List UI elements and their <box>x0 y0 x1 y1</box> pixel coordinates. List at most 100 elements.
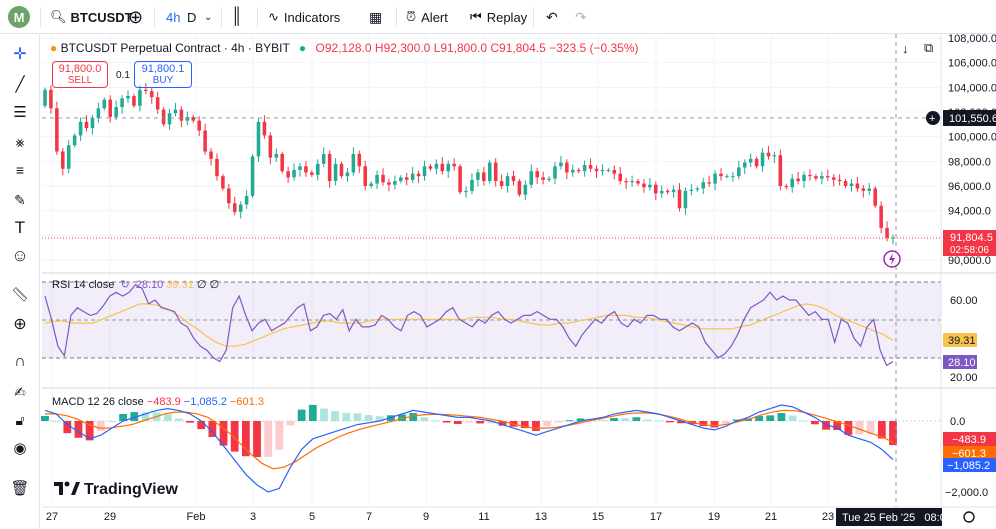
candle-body <box>422 166 427 177</box>
countdown-label: 02:58:06 <box>950 245 989 256</box>
macd-histogram-bar <box>543 421 552 427</box>
interval-dropdown-icon[interactable]: ⌄ <box>204 11 213 23</box>
candle-body <box>72 135 77 146</box>
candle-body <box>855 183 860 189</box>
sell-button[interactable]: 91,800.0 SELL <box>52 61 108 88</box>
candle-body <box>879 205 883 228</box>
candle-body <box>891 237 895 239</box>
candle-body <box>351 153 356 173</box>
candle-body <box>825 176 830 178</box>
fib-tool-icon[interactable]: ☰ <box>13 104 27 121</box>
candle-body <box>114 107 118 117</box>
rsi-v1: 28.10 <box>135 279 164 291</box>
maximize-icon[interactable]: ⧉ <box>924 40 934 55</box>
candle-body <box>618 173 622 182</box>
candle-body <box>648 184 652 188</box>
macd-histogram-bar <box>487 421 496 424</box>
candle-body <box>725 176 729 178</box>
prediction-tool-icon[interactable]: ≡ <box>15 162 25 178</box>
settings-gear-icon[interactable] <box>963 511 975 523</box>
macd-histogram-bar <box>130 412 139 421</box>
candle-body <box>434 163 439 169</box>
candle-body <box>600 169 605 172</box>
magnet-icon[interactable]: ∩ <box>14 353 26 370</box>
interval-4h[interactable]: 4h <box>166 9 181 25</box>
candle-body <box>221 176 225 189</box>
download-icon[interactable]: ↓ <box>902 41 909 56</box>
candle-body <box>369 183 373 186</box>
macd-hist-label: −483.9 <box>952 434 986 446</box>
tradingview-logo: TradingView <box>54 481 179 498</box>
macd-legend[interactable]: MACD 12 26 close −483.9 −1,085.2 −601.3 <box>52 396 264 408</box>
candle-body <box>837 179 842 182</box>
macd-axis-label: 0.0 <box>950 416 965 428</box>
macd-histogram-bar <box>889 421 897 446</box>
price-axis-label: 96,000.0 <box>948 181 991 193</box>
macd-histogram-bar <box>732 419 741 421</box>
candle-body <box>624 181 628 183</box>
buy-button[interactable]: 91,800.1 BUY <box>134 61 192 88</box>
macd-histogram-bar <box>375 416 384 421</box>
candle-type-icon[interactable]: ║ <box>231 8 243 25</box>
alert-button[interactable]: ⏰︎ Alert <box>406 0 448 34</box>
macd-histogram-bar <box>264 421 273 457</box>
candle-body <box>250 156 255 196</box>
eye-icon[interactable]: ◉ <box>13 440 27 457</box>
replay-label: Replay <box>486 9 528 25</box>
symbol-legend[interactable]: ● BTCUSDT Perpetual Contract · 4h · BYBI… <box>50 41 639 55</box>
redo-icon[interactable]: ↷ <box>575 8 587 25</box>
candle-body <box>304 166 308 173</box>
trend-line-tool-icon[interactable]: ╱ <box>15 76 25 93</box>
candle-body <box>108 99 113 117</box>
ruler-tool-icon[interactable]: 📏︎ <box>11 285 29 302</box>
macd-histogram-bar <box>532 421 540 431</box>
lock-icon[interactable]: 🔓︎ <box>15 411 25 428</box>
crosshair-tool-icon[interactable]: ✛ <box>13 46 27 63</box>
add-level-icon[interactable] <box>926 111 940 125</box>
candle-body <box>173 109 178 114</box>
pattern-tool-icon[interactable]: ⨳ <box>15 133 25 150</box>
legend-high: H92,300.0 <box>374 41 431 55</box>
trash-icon[interactable]: 🗑︎ <box>10 480 30 497</box>
time-axis-label: 9 <box>423 511 429 523</box>
candle-body <box>399 177 403 182</box>
replay-button[interactable]: ⏮︎ Replay <box>470 0 527 34</box>
macd-histogram-bar <box>610 418 618 421</box>
candle-body <box>576 169 581 172</box>
candle-body <box>215 158 219 177</box>
undo-icon[interactable]: ↶ <box>546 8 558 25</box>
candle-body <box>565 162 569 173</box>
candle-body <box>244 195 249 205</box>
time-axis-label: 21 <box>765 511 777 523</box>
candle-body <box>808 174 812 177</box>
rsi-legend[interactable]: RSI 14 close ↻ 28.10 39.31 ∅ ∅ <box>52 278 219 291</box>
candle-body <box>185 116 190 121</box>
rsi-v4: ∅ <box>209 279 220 291</box>
candle-body <box>487 162 492 182</box>
sell-price: 91,800.0 <box>58 63 102 75</box>
interval-d[interactable]: D <box>187 9 197 25</box>
candle-body <box>232 203 237 212</box>
spread-value: 0.1 <box>116 70 130 81</box>
candle-body <box>321 153 326 164</box>
text-tool-icon[interactable]: T <box>14 218 26 237</box>
compare-plus-icon[interactable]: ⊕ <box>128 6 144 27</box>
macd-histogram-bar <box>163 414 172 421</box>
candle-body <box>316 163 320 175</box>
candle-body <box>167 113 172 125</box>
legend-title: BTCUSDT Perpetual Contract · 4h · BYBIT <box>60 41 290 55</box>
zoom-in-icon[interactable]: ⊕ <box>13 316 27 333</box>
legend-open: O92,128.0 <box>315 41 372 55</box>
macd-histogram-bar <box>799 420 808 422</box>
emoji-tool-icon[interactable]: ☺ <box>11 246 29 265</box>
symbol-search[interactable]: 🔍︎ BTCUSDT <box>50 0 133 34</box>
layouts-grid-icon[interactable]: ▦ <box>369 8 383 25</box>
lock-pen-icon[interactable]: ✍︎ <box>14 383 26 400</box>
top-toolbar: M 🔍︎ BTCUSDT ⊕ 4h D ⌄ ║ ∿ Indicators ▦ ⏰… <box>0 0 996 34</box>
rsi-axis-label: 60.00 <box>950 295 978 307</box>
brush-tool-icon[interactable]: ✎ <box>14 191 26 208</box>
candle-body <box>470 179 474 191</box>
user-avatar[interactable]: M <box>8 6 30 28</box>
indicators-button[interactable]: ∿ Indicators <box>268 0 340 34</box>
